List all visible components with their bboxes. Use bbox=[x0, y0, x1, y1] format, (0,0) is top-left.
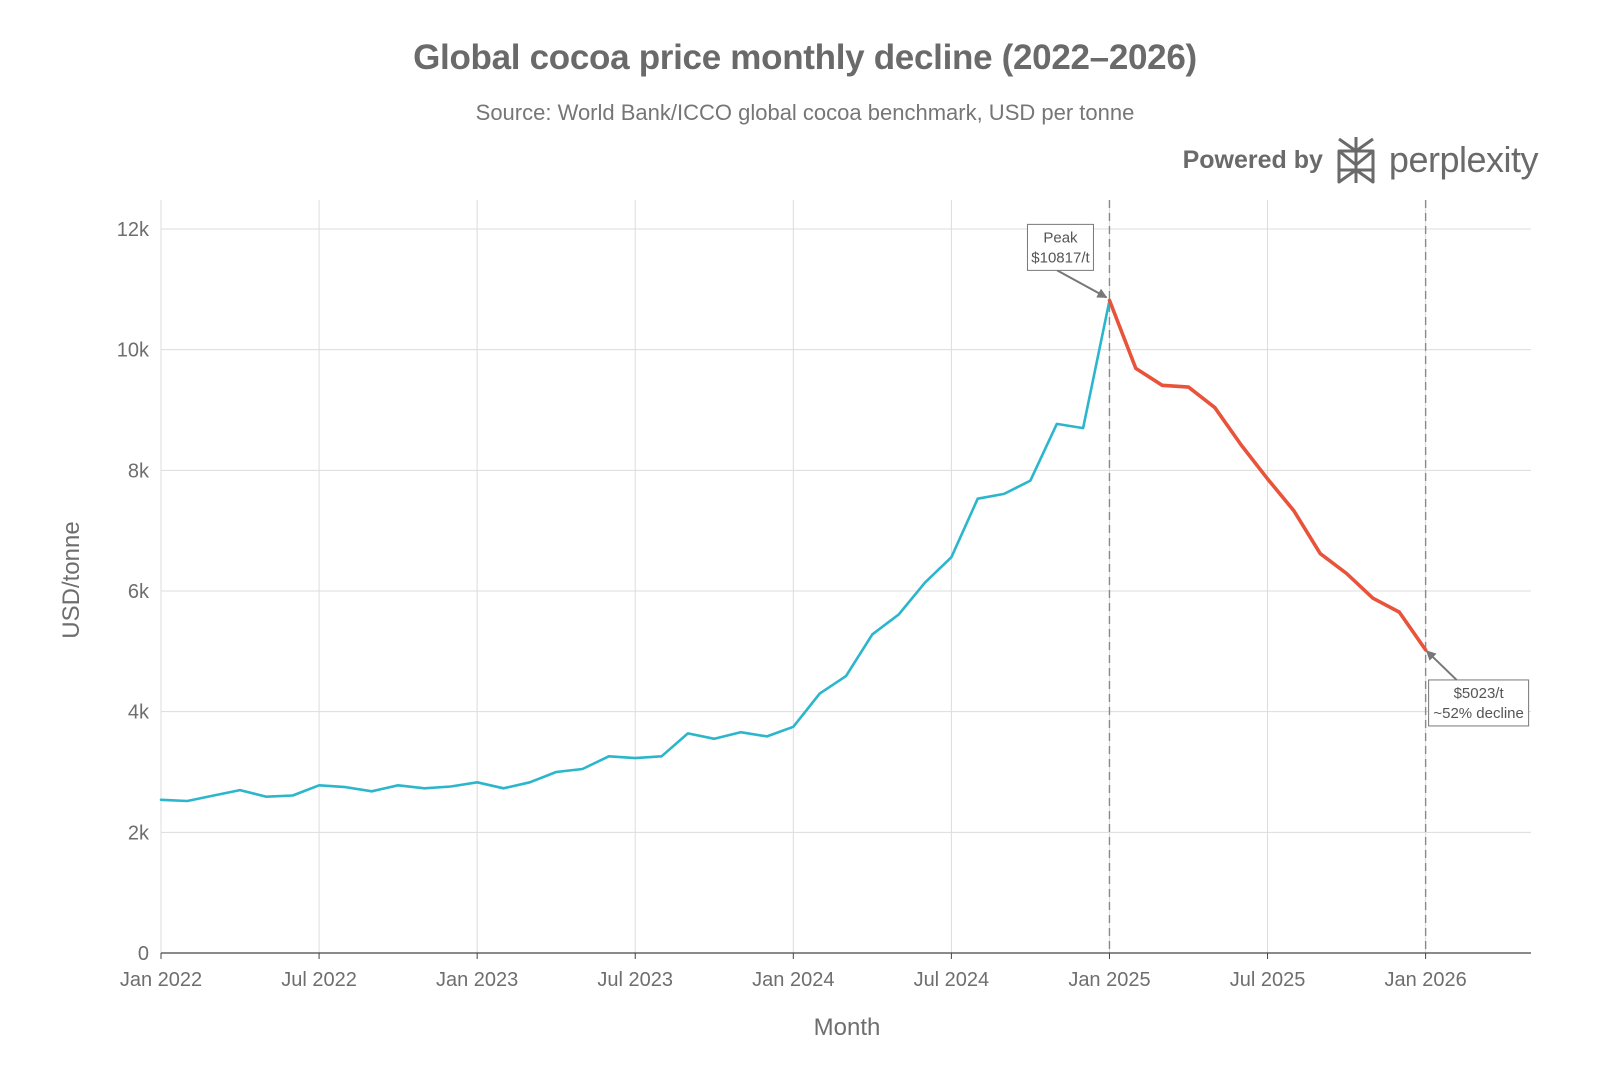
x-tick-label: Jul 2025 bbox=[1230, 969, 1306, 991]
y-tick-label: 12k bbox=[117, 219, 150, 241]
declining-price-line bbox=[1107, 298, 1428, 652]
grid-layer bbox=[160, 200, 1531, 953]
annotation-arrow bbox=[1056, 269, 1108, 299]
y-tick-label: 4k bbox=[128, 702, 150, 724]
annotation-arrow bbox=[1425, 650, 1458, 681]
annotation-box bbox=[1428, 679, 1530, 727]
y-axis-title: USD/tonne bbox=[58, 521, 85, 638]
x-tick-label: Jan 2024 bbox=[752, 969, 834, 991]
powered-by-label: Powered by bbox=[1182, 145, 1323, 174]
x-tick-label: Jan 2023 bbox=[436, 969, 518, 991]
axes: 0 2k 4k 6k 8k 10k 12k Jan 2022 Jul 2022 Jan 2023 J… bbox=[117, 219, 1531, 991]
y-tick-label: 2k bbox=[128, 822, 150, 844]
y-tick-label: 0 bbox=[138, 943, 149, 965]
y-tick-label: 6k bbox=[128, 581, 150, 603]
chart-title: Global cocoa price monthly decline (2022… bbox=[413, 38, 1197, 77]
perplexity-wordmark: perplexity bbox=[1388, 139, 1539, 180]
x-tick-label: Jul 2022 bbox=[281, 969, 357, 991]
annotations: Peak $10817/t $5023/t ~52% decline bbox=[1026, 223, 1530, 727]
chart-subtitle: Source: World Bank/ICCO global cocoa ben… bbox=[475, 100, 1135, 125]
annotation-text: $10817/t bbox=[1031, 249, 1090, 266]
peak-annotation: Peak $10817/t bbox=[1026, 223, 1108, 299]
x-tick-label: Jul 2024 bbox=[914, 969, 990, 991]
x-tick-label: Jan 2025 bbox=[1068, 969, 1150, 991]
annotation-text: ~52% decline bbox=[1433, 705, 1523, 722]
x-tick-label: Jul 2023 bbox=[597, 969, 673, 991]
y-tick-label: 10k bbox=[117, 340, 150, 362]
annotation-text: $5023/t bbox=[1454, 685, 1505, 702]
annotation-box bbox=[1026, 223, 1094, 271]
x-axis-title: Month bbox=[814, 1014, 881, 1041]
y-tick-label: 8k bbox=[128, 460, 150, 482]
x-tick-label: Jan 2026 bbox=[1384, 969, 1466, 991]
reference-lines bbox=[1108, 200, 1427, 953]
series-layer bbox=[159, 298, 1428, 803]
latest-annotation: $5023/t ~52% decline bbox=[1425, 650, 1530, 727]
perplexity-logo-icon bbox=[1337, 137, 1375, 184]
powered-by-badge[interactable]: Powered by perplexity bbox=[1182, 134, 1539, 186]
x-tick-label: Jan 2022 bbox=[120, 969, 202, 991]
rising-price-line bbox=[159, 299, 1111, 803]
annotation-text: Peak bbox=[1043, 229, 1078, 246]
